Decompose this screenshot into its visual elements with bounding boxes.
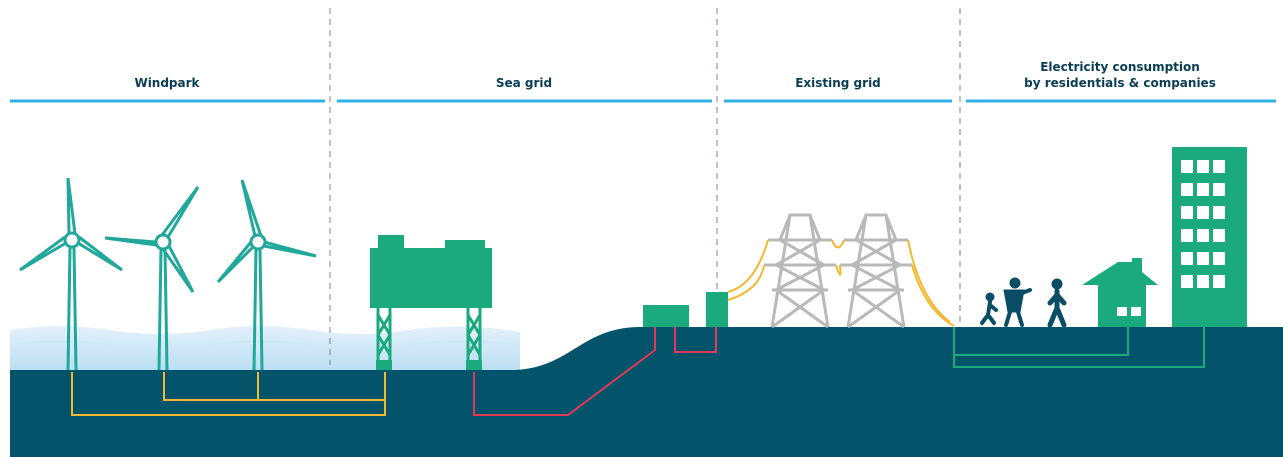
ground bbox=[10, 327, 1283, 457]
windows bbox=[1117, 160, 1225, 316]
station bbox=[706, 292, 728, 327]
sea bbox=[10, 326, 520, 372]
section-label: Electricity consumption bbox=[1040, 60, 1200, 74]
section-label: by residentials & companies bbox=[1024, 76, 1216, 90]
people bbox=[980, 277, 1067, 328]
section-label: Existing grid bbox=[795, 76, 881, 90]
green-cables bbox=[953, 327, 1205, 368]
station bbox=[643, 305, 689, 327]
overhead-lines bbox=[727, 239, 955, 327]
red-cables bbox=[473, 327, 717, 416]
buildings bbox=[1082, 147, 1247, 327]
section-label: Windpark bbox=[134, 76, 200, 90]
waves bbox=[9, 340, 521, 350]
platform bbox=[370, 235, 492, 370]
separators bbox=[329, 8, 961, 365]
section-label: Sea grid bbox=[496, 76, 552, 90]
yellow-cables bbox=[71, 372, 386, 416]
pylons bbox=[764, 213, 912, 329]
turbines bbox=[19, 177, 317, 371]
